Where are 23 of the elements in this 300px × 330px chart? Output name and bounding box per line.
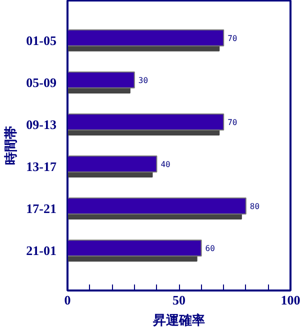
y-tick-label: 01-05 [26,32,57,48]
bar [68,113,224,130]
y-axis-title: 時間帯 [3,126,18,165]
y-tick-label: 21-01 [26,243,57,258]
x-axis-title: 昇運確率 [152,312,205,328]
bar [68,29,224,46]
bar [68,71,135,88]
data-label: 70 [228,34,238,43]
bar [68,156,158,172]
bar [68,240,202,257]
bar [68,198,246,215]
x-tick-label: 100 [280,292,300,308]
x-tick-label: 50 [172,292,186,308]
y-tick-label: 17-21 [26,201,57,216]
y-tick-label: 09-13 [26,116,57,132]
y-tick-label: 05-09 [26,74,57,90]
data-label: 70 [228,118,238,127]
data-label: 80 [250,202,260,212]
data-label: 60 [205,244,216,254]
y-tick-label: 13-17 [26,159,57,174]
data-label: 30 [138,76,148,85]
x-tick-label: 0 [64,292,71,308]
data-label: 40 [160,160,171,169]
